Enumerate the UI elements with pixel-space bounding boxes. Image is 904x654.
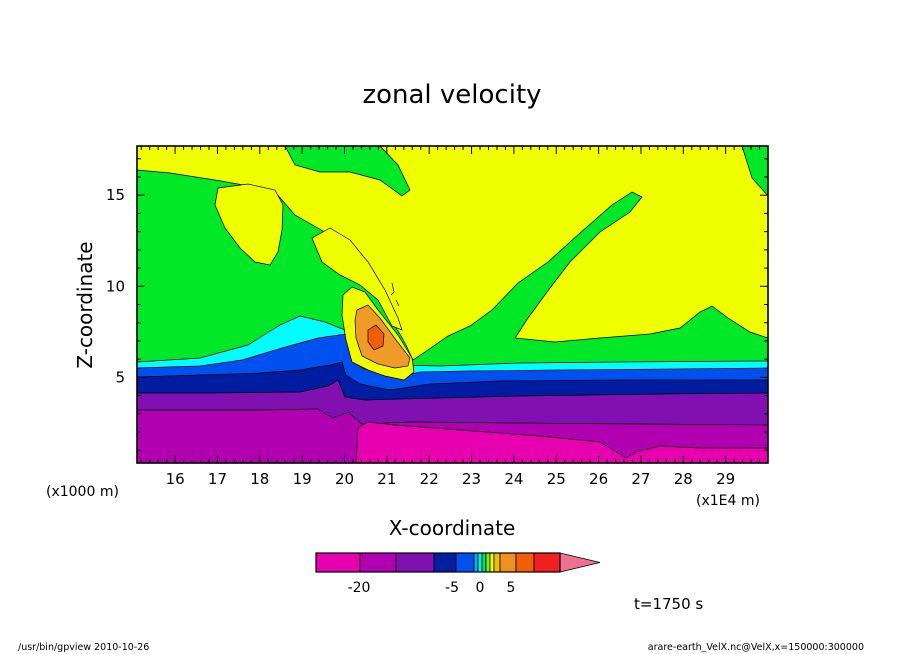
colorbar-bin <box>433 552 457 573</box>
field-green-upper-right <box>741 146 768 197</box>
plot-area <box>136 145 769 464</box>
field-magenta-region <box>355 421 768 463</box>
x-tick-label: 26 <box>589 470 608 488</box>
colorbar-bin <box>515 552 535 573</box>
field-core-region <box>367 324 385 351</box>
colorbar-bin <box>315 552 361 573</box>
x-unit-label: (x1E4 m) <box>696 493 760 509</box>
colorbar-frame <box>315 552 561 573</box>
contour-fleck <box>390 282 400 307</box>
colorbar-arrow <box>559 552 601 573</box>
colorbar-bin <box>485 552 491 573</box>
x-tick-labels: 16 17 18 19 20 21 22 23 24 25 26 27 28 29 <box>166 470 736 488</box>
field-green-upper <box>284 146 411 197</box>
x-tick-label: 17 <box>208 470 227 488</box>
x-tick-label: 24 <box>504 470 523 488</box>
colorbar-tick-label: -5 <box>445 580 459 596</box>
y-tick-label: 5 <box>115 368 125 386</box>
x-axis-title: X-coordinate <box>389 516 516 540</box>
colorbar-tick-label: -20 <box>348 580 371 596</box>
x-tick-label: 21 <box>377 470 396 488</box>
plot-frame-ticks <box>137 146 768 463</box>
field-yellow-island <box>214 183 284 266</box>
x-tick-label: 22 <box>420 470 439 488</box>
x-tick-label: 28 <box>674 470 693 488</box>
colorbar-bin <box>533 552 561 573</box>
footer-right: arare-earth_VelX.nc@VelX,x=150000:300000 <box>648 642 864 653</box>
field-yellow-island-2 <box>311 227 403 331</box>
x-tick-label: 25 <box>547 470 566 488</box>
colorbar-bin <box>477 552 483 573</box>
colorbar-bin <box>455 552 475 573</box>
colorbar-bin <box>359 552 397 573</box>
colorbar-tick-label: 5 <box>507 580 516 596</box>
y-axis-title: Z-coordinate <box>73 241 97 368</box>
colorbar-bin <box>395 552 435 573</box>
x-tick-label: 27 <box>631 470 650 488</box>
colorbar-bin <box>499 552 517 573</box>
x-tick-label: 29 <box>716 470 735 488</box>
colorbar-bin <box>481 552 487 573</box>
x-tick-label: 23 <box>462 470 481 488</box>
y-unit-label: (x1000 m) <box>46 484 119 500</box>
colorbar-tick-labels: -20 -5 0 5 <box>348 580 516 596</box>
x-tick-label: 16 <box>166 470 185 488</box>
y-tick-labels: 5 10 15 <box>106 186 125 386</box>
colorbar-tick-label: 0 <box>476 580 485 596</box>
footer-left: /usr/bin/gpview 2010-10-26 <box>18 642 149 653</box>
colorbar-bin <box>489 552 495 573</box>
colorbar-bin <box>493 552 501 573</box>
colorbar <box>315 552 601 573</box>
y-tick-label: 15 <box>106 186 125 204</box>
chart-title: zonal velocity <box>362 80 541 110</box>
y-tick-label: 10 <box>106 277 125 295</box>
time-annotation: t=1750 s <box>634 595 703 613</box>
x-tick-label: 20 <box>335 470 354 488</box>
colorbar-bin <box>473 552 479 573</box>
x-tick-label: 19 <box>293 470 312 488</box>
x-tick-label: 18 <box>250 470 269 488</box>
